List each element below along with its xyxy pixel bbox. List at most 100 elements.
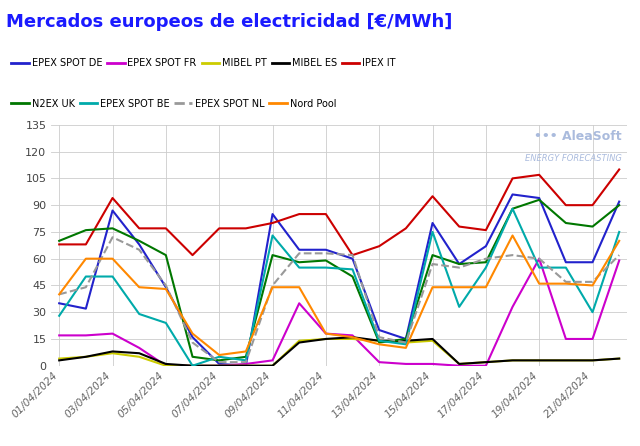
EPEX SPOT NL (455, 265, 463, 270)
EPEX SPOT DE (109, 208, 116, 213)
EPEX SPOT NL (242, 359, 250, 365)
Line: EPEX SPOT DE: EPEX SPOT DE (60, 194, 620, 366)
N2EX UK (562, 220, 570, 226)
EPEX SPOT NL (322, 251, 330, 256)
N2EX UK (82, 227, 90, 233)
EPEX SPOT NL (535, 256, 543, 261)
Legend: EPEX SPOT DE, EPEX SPOT FR, MIBEL PT, MIBEL ES, IPEX IT: EPEX SPOT DE, EPEX SPOT FR, MIBEL PT, MI… (12, 58, 396, 68)
EPEX SPOT FR (189, 363, 196, 368)
EPEX SPOT DE (589, 260, 596, 265)
EPEX SPOT FR (56, 333, 63, 338)
EPEX SPOT FR (349, 333, 356, 338)
MIBEL ES (242, 363, 250, 368)
EPEX SPOT FR (429, 361, 436, 367)
Nord Pool (162, 286, 170, 292)
N2EX UK (482, 260, 490, 265)
MIBEL ES (109, 349, 116, 354)
EPEX SPOT FR (136, 345, 143, 351)
Nord Pool (509, 233, 516, 238)
Nord Pool (616, 238, 623, 244)
Nord Pool (455, 285, 463, 290)
MIBEL PT (296, 338, 303, 343)
EPEX SPOT DE (535, 195, 543, 201)
EPEX SPOT DE (242, 363, 250, 368)
MIBEL ES (429, 336, 436, 342)
IPEX IT (509, 176, 516, 181)
MIBEL PT (535, 358, 543, 363)
MIBEL PT (589, 358, 596, 363)
EPEX SPOT DE (402, 336, 410, 342)
Nord Pool (136, 285, 143, 290)
EPEX SPOT BE (322, 265, 330, 270)
MIBEL PT (482, 359, 490, 365)
IPEX IT (402, 226, 410, 231)
EPEX SPOT BE (109, 274, 116, 279)
MIBEL ES (402, 338, 410, 343)
N2EX UK (589, 224, 596, 229)
MIBEL ES (82, 354, 90, 359)
MIBEL PT (162, 363, 170, 368)
MIBEL PT (82, 354, 90, 359)
MIBEL ES (349, 334, 356, 340)
Line: Nord Pool: Nord Pool (60, 235, 620, 355)
EPEX SPOT BE (616, 229, 623, 235)
MIBEL ES (162, 361, 170, 367)
EPEX SPOT FR (589, 336, 596, 342)
Line: IPEX IT: IPEX IT (60, 169, 620, 255)
EPEX SPOT DE (375, 327, 383, 333)
MIBEL ES (509, 358, 516, 363)
MIBEL ES (589, 358, 596, 363)
Nord Pool (349, 334, 356, 340)
EPEX SPOT BE (509, 206, 516, 211)
EPEX SPOT DE (189, 334, 196, 340)
EPEX SPOT NL (162, 283, 170, 288)
EPEX SPOT DE (562, 260, 570, 265)
N2EX UK (109, 226, 116, 231)
EPEX SPOT FR (82, 333, 90, 338)
IPEX IT (242, 226, 250, 231)
EPEX SPOT NL (215, 359, 223, 365)
EPEX SPOT FR (402, 361, 410, 367)
MIBEL PT (109, 351, 116, 356)
EPEX SPOT DE (482, 244, 490, 249)
N2EX UK (429, 252, 436, 258)
EPEX SPOT BE (56, 313, 63, 318)
Nord Pool (82, 256, 90, 261)
EPEX SPOT FR (455, 363, 463, 368)
IPEX IT (616, 167, 623, 172)
EPEX SPOT DE (349, 256, 356, 261)
Line: EPEX SPOT BE: EPEX SPOT BE (60, 209, 620, 366)
Text: Mercados europeos de electricidad [€/MWh]: Mercados europeos de electricidad [€/MWh… (6, 13, 452, 31)
IPEX IT (56, 242, 63, 247)
EPEX SPOT BE (589, 310, 596, 315)
MIBEL PT (455, 361, 463, 367)
EPEX SPOT DE (162, 285, 170, 290)
EPEX SPOT DE (322, 247, 330, 252)
Nord Pool (429, 285, 436, 290)
N2EX UK (136, 238, 143, 244)
MIBEL PT (509, 358, 516, 363)
N2EX UK (616, 202, 623, 208)
EPEX SPOT NL (589, 279, 596, 285)
MIBEL ES (322, 336, 330, 342)
MIBEL PT (562, 358, 570, 363)
EPEX SPOT BE (189, 363, 196, 368)
EPEX SPOT FR (616, 258, 623, 263)
MIBEL ES (616, 356, 623, 361)
EPEX SPOT FR (322, 331, 330, 336)
EPEX SPOT NL (482, 256, 490, 261)
MIBEL ES (215, 363, 223, 368)
N2EX UK (56, 238, 63, 244)
N2EX UK (215, 358, 223, 363)
N2EX UK (535, 197, 543, 202)
MIBEL PT (56, 356, 63, 361)
MIBEL PT (429, 338, 436, 343)
N2EX UK (375, 340, 383, 345)
Text: ENERGY FORECASTING: ENERGY FORECASTING (525, 154, 621, 163)
EPEX SPOT DE (215, 361, 223, 367)
EPEX SPOT BE (429, 229, 436, 235)
IPEX IT (215, 226, 223, 231)
N2EX UK (402, 336, 410, 342)
EPEX SPOT BE (535, 265, 543, 270)
MIBEL PT (322, 336, 330, 342)
